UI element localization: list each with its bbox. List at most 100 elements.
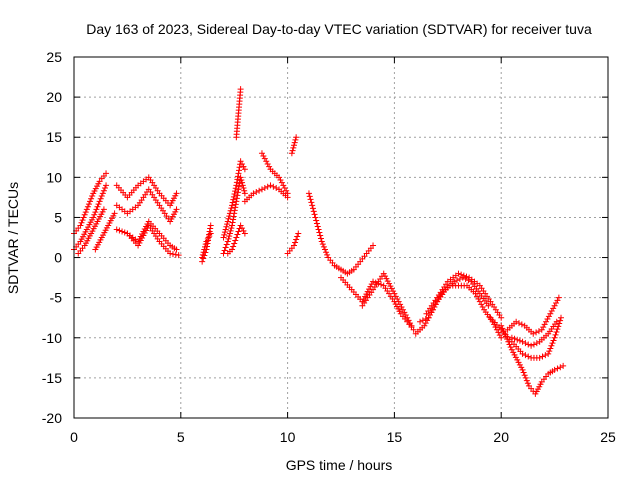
data-point	[557, 364, 564, 371]
data-point	[391, 290, 398, 297]
data-point	[169, 251, 176, 258]
data-point	[207, 222, 214, 229]
data-point	[236, 164, 243, 171]
data-point	[429, 306, 436, 313]
data-point	[290, 144, 297, 151]
data-point	[516, 337, 523, 344]
data-point	[226, 230, 233, 237]
data-point	[140, 232, 147, 239]
data-point	[542, 352, 549, 359]
data-point	[283, 187, 290, 194]
data-point	[455, 270, 462, 277]
data-point	[116, 227, 123, 234]
data-point	[111, 210, 118, 217]
data-point	[260, 152, 267, 159]
data-point	[224, 218, 231, 225]
data-track-19	[338, 274, 417, 333]
data-point	[234, 231, 241, 238]
data-point	[407, 320, 414, 327]
data-point	[498, 322, 505, 329]
data-point	[530, 330, 537, 337]
data-point	[294, 233, 301, 240]
data-point	[295, 230, 302, 237]
data-point	[229, 246, 236, 253]
data-point	[516, 320, 522, 327]
data-point	[256, 187, 263, 194]
data-point	[499, 325, 506, 332]
data-point	[276, 174, 283, 181]
data-point	[204, 235, 211, 242]
data-point	[230, 216, 237, 223]
data-track-16	[284, 230, 302, 257]
data-point	[522, 374, 529, 381]
data-point	[307, 196, 314, 203]
data-point	[225, 215, 232, 222]
data-point	[205, 234, 212, 241]
x-tick-label: 15	[387, 429, 403, 445]
data-point	[518, 364, 525, 371]
data-point	[84, 203, 91, 210]
data-point	[143, 227, 150, 234]
data-point	[323, 249, 330, 256]
data-point	[309, 202, 316, 209]
data-point	[237, 222, 244, 229]
data-point	[261, 155, 268, 162]
data-point	[427, 312, 433, 319]
chart-title: Day 163 of 2023, Sidereal Day-to-day VTE…	[86, 21, 592, 37]
data-point	[201, 246, 208, 253]
data-point	[200, 249, 207, 256]
data-point	[312, 214, 319, 221]
data-point	[382, 273, 389, 280]
data-point	[313, 220, 320, 227]
data-point	[241, 230, 248, 237]
y-tick-label: -5	[50, 290, 63, 306]
data-point	[90, 214, 97, 221]
data-point	[239, 179, 246, 186]
data-point	[233, 182, 240, 189]
data-point	[224, 238, 231, 245]
data-track-24	[487, 314, 565, 361]
data-point	[370, 242, 377, 249]
data-point	[519, 366, 526, 373]
data-track-23	[423, 270, 505, 321]
y-tick-label: 20	[46, 89, 62, 105]
data-point	[223, 241, 230, 248]
data-point	[386, 280, 393, 287]
data-point	[236, 167, 243, 174]
data-point	[94, 203, 101, 210]
data-point	[173, 206, 180, 213]
data-track-20	[359, 270, 415, 329]
data-point	[380, 270, 387, 277]
data-point	[121, 229, 128, 236]
data-point	[324, 251, 331, 258]
data-point	[421, 322, 428, 329]
data-point	[101, 185, 108, 192]
data-point	[88, 195, 95, 202]
data-point	[207, 225, 214, 232]
data-track-12	[224, 222, 248, 257]
data-point	[240, 185, 247, 192]
data-point	[399, 306, 406, 313]
data-point	[293, 134, 300, 141]
data-point	[79, 217, 86, 224]
data-point	[501, 330, 508, 337]
data-point	[237, 158, 244, 165]
data-point	[535, 328, 542, 335]
data-point	[306, 193, 313, 200]
data-point	[221, 229, 228, 236]
data-point	[553, 329, 560, 336]
data-point	[103, 170, 110, 177]
data-point	[550, 337, 557, 344]
data-point	[511, 351, 518, 358]
data-point	[136, 240, 143, 247]
data-point	[402, 312, 409, 319]
data-point	[232, 185, 239, 192]
data-point	[513, 318, 520, 325]
data-point	[281, 185, 288, 192]
data-point	[318, 238, 325, 245]
data-point	[451, 278, 458, 285]
data-point	[538, 326, 545, 333]
data-point	[266, 163, 273, 170]
grid	[74, 57, 608, 418]
data-track-18	[305, 190, 377, 277]
